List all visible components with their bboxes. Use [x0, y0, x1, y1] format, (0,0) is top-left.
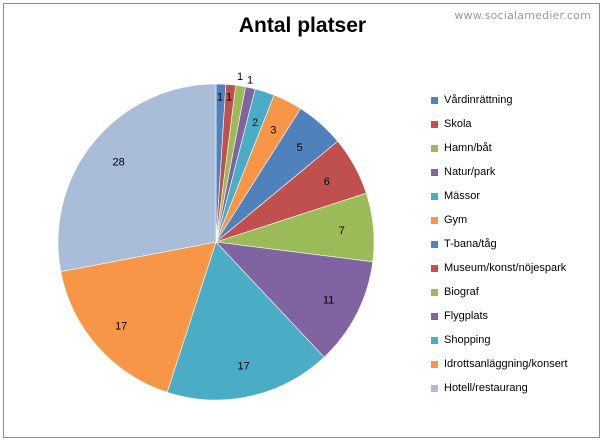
legend-label: Idrottsanläggning/konsert — [444, 358, 568, 370]
legend-item-2: Hamn/båt — [431, 136, 568, 160]
legend-label: Vårdinrättning — [444, 94, 513, 106]
legend: Vårdinrättning Skola Hamn/båt Natur/park Mäs… — [431, 88, 568, 400]
pie-slice-10 — [166, 241, 325, 401]
legend-label: Skola — [444, 118, 472, 130]
data-label-3: 1 — [247, 74, 253, 86]
legend-item-8: Biograf — [431, 280, 568, 304]
pie-slice-12 — [57, 83, 217, 272]
legend-item-6: T-bana/tåg — [431, 232, 568, 256]
legend-swatch — [431, 240, 438, 248]
data-label-6: 5 — [297, 142, 303, 154]
legend-swatch — [431, 360, 438, 368]
data-label-4: 2 — [252, 117, 258, 129]
data-label-1: 1 — [226, 92, 232, 104]
legend-swatch — [431, 120, 438, 128]
data-label-0: 1 — [217, 92, 223, 104]
watermark: www.socialamedier.com — [454, 9, 591, 22]
legend-item-7: Museum/konst/nöjespark — [431, 256, 568, 280]
legend-swatch — [431, 336, 438, 344]
legend-swatch — [431, 168, 438, 176]
data-label-5: 3 — [270, 124, 276, 136]
legend-item-11: Idrottsanläggning/konsert — [431, 352, 568, 376]
chart-title: Antal platser — [0, 14, 605, 38]
legend-label: Mässor — [444, 190, 481, 202]
data-label-8: 7 — [339, 225, 345, 237]
data-label-10: 17 — [237, 360, 249, 372]
legend-item-1: Skola — [431, 112, 568, 136]
legend-item-10: Shopping — [431, 328, 568, 352]
legend-swatch — [431, 192, 438, 200]
legend-item-9: Flygplats — [431, 304, 568, 328]
legend-swatch — [431, 216, 438, 224]
legend-item-4: Mässor — [431, 184, 568, 208]
pie-slices — [57, 83, 375, 401]
legend-label: Shopping — [444, 334, 491, 346]
data-label-11: 17 — [115, 321, 127, 333]
legend-swatch — [431, 384, 438, 392]
legend-swatch — [431, 312, 438, 320]
legend-label: Hotell/restaurang — [444, 382, 528, 394]
legend-swatch — [431, 264, 438, 272]
legend-label: Gym — [444, 214, 468, 226]
chart-title-text: Antal platser — [238, 14, 367, 37]
legend-item-5: Gym — [431, 208, 568, 232]
legend-label: Museum/konst/nöjespark — [444, 262, 567, 274]
legend-swatch — [431, 96, 438, 104]
pie-slice-9 — [215, 241, 374, 358]
legend-label: Flygplats — [444, 310, 489, 322]
legend-label: T-bana/tåg — [444, 238, 497, 250]
data-label-9: 11 — [323, 294, 334, 306]
data-label-2: 1 — [237, 71, 243, 83]
legend-item-3: Natur/park — [431, 160, 568, 184]
pie-slice-11 — [60, 241, 217, 393]
data-label-12: 28 — [112, 156, 124, 168]
legend-item-0: Vårdinrättning — [431, 88, 568, 112]
legend-swatch — [431, 144, 438, 152]
legend-swatch — [431, 288, 438, 296]
legend-label: Hamn/båt — [444, 142, 492, 154]
legend-item-12: Hotell/restaurang — [431, 376, 568, 400]
data-label-7: 6 — [324, 176, 330, 188]
legend-label: Natur/park — [444, 166, 496, 178]
legend-label: Biograf — [444, 286, 479, 298]
